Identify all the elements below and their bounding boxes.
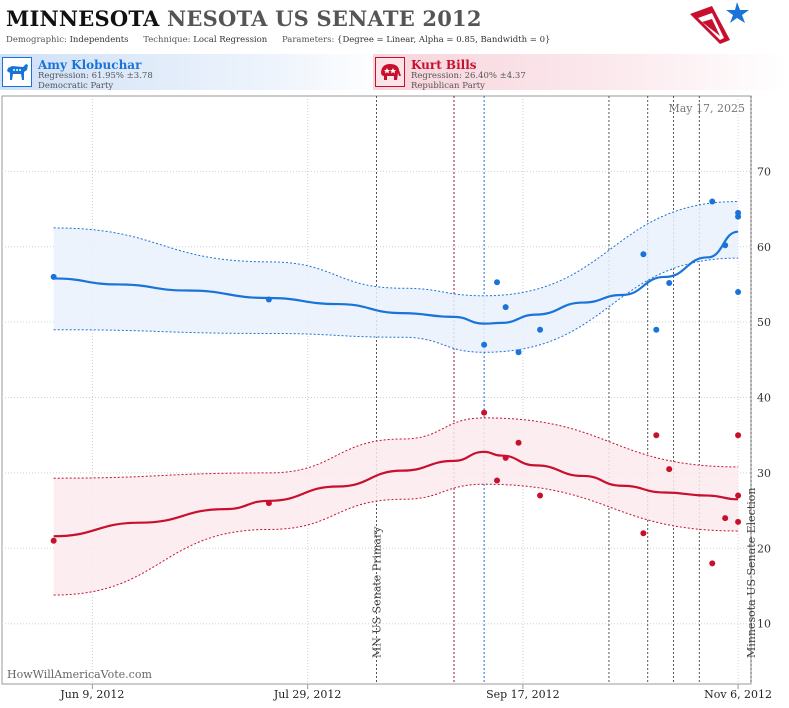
regression-line [53, 450, 739, 538]
poll-point [709, 198, 716, 205]
candidate-card-democrat[interactable]: Amy Klobuchar Regression: 61.95% ±3.78 D… [0, 54, 389, 91]
upper-bound-line [53, 417, 739, 479]
y-tick-label: 50 [757, 316, 771, 329]
candidate-party: Democratic Party [38, 81, 114, 91]
poll-point [640, 251, 647, 258]
header: MINNESOTA NESOTA US SENATE 2012 Demograp… [0, 0, 789, 52]
current-date-label: May 17, 2025 [668, 102, 745, 115]
parameters-value: {Degree = Linear, Alpha = 0.85, Bandwidt… [337, 35, 551, 45]
candidate-bar: Amy Klobuchar Regression: 61.95% ±3.78 D… [0, 52, 789, 92]
poll-point [735, 213, 742, 220]
poll-point [50, 537, 57, 544]
demographic-label: Demographic: [6, 35, 67, 45]
confidence-band [53, 417, 739, 596]
poll-point [735, 518, 742, 525]
x-tick-label: Sep 17, 2012 [486, 688, 560, 701]
candidate-name: Kurt Bills [411, 58, 477, 72]
poll-point [640, 530, 647, 537]
poll-point [481, 409, 488, 416]
poll-point [709, 560, 716, 567]
y-tick-label: 70 [757, 165, 771, 178]
candidate-card-republican[interactable]: Kurt Bills Regression: 26.40% ±4.37 Repu… [373, 54, 789, 91]
poll-point [502, 454, 509, 461]
title-state: MINNESOTA [6, 6, 160, 31]
y-tick-label: 40 [757, 392, 771, 405]
poll-point [515, 349, 522, 356]
watermark: HowWillAmericaVote.com [7, 668, 152, 681]
poll-point [502, 304, 509, 311]
poll-point [722, 242, 729, 249]
event-label: Minnesota US Senate Election [745, 488, 758, 658]
parameters-label: Parameters: [281, 35, 335, 45]
candidate-regression: Regression: 26.40% ±4.37 [411, 71, 526, 81]
poll-point [494, 279, 501, 286]
poll-point [50, 273, 57, 280]
poll-point [494, 477, 501, 484]
poll-point [666, 466, 673, 473]
demographic-value: Independents [69, 35, 129, 45]
poll-point [265, 500, 272, 507]
title-race: NESOTA US SENATE 2012 [167, 6, 482, 31]
poll-point [481, 341, 488, 348]
y-tick-label: 60 [757, 241, 771, 254]
page-title: MINNESOTA NESOTA US SENATE 2012 [6, 6, 482, 31]
y-tick-label: 10 [757, 618, 771, 631]
lower-bound-line [53, 257, 739, 353]
regression-line [53, 230, 739, 325]
y-tick-label: 20 [757, 542, 771, 555]
event-label: MN US Senate Primary [371, 526, 384, 658]
donkey-icon [2, 57, 32, 87]
lower-bound-line [53, 483, 739, 596]
y-tick-label: 30 [757, 467, 771, 480]
candidate-regression: Regression: 61.95% ±3.78 [38, 71, 153, 81]
candidate-name: Amy Klobuchar [38, 58, 142, 72]
x-tick-label: Jun 9, 2012 [59, 688, 124, 701]
poll-point [735, 492, 742, 499]
poll-point [537, 326, 544, 333]
poll-point [537, 492, 544, 499]
poll-point [515, 439, 522, 446]
star-flag-logo-icon[interactable] [690, 0, 750, 52]
x-tick-label: Jul 29, 2012 [273, 688, 342, 701]
parameters-line: Demographic: Independents Technique: Loc… [6, 35, 562, 45]
x-tick-label: Nov 6, 2012 [704, 688, 772, 701]
confidence-band [53, 201, 739, 353]
technique-label: Technique: [143, 35, 191, 45]
poll-point [653, 432, 660, 439]
poll-point [722, 515, 729, 522]
poll-point [653, 326, 660, 333]
poll-chart: 10 20 30 40 50 60 70 Jun 9, 2012 Jul 29, 2012 Sep… [1, 95, 772, 701]
poll-point [735, 432, 742, 439]
chart-area: 10 20 30 40 50 60 70 Jun 9, 2012 Jul 29, 2012 Sep… [0, 92, 789, 704]
candidate-party: Republican Party [411, 81, 485, 91]
elephant-icon [375, 57, 405, 87]
poll-point [735, 289, 742, 295]
poll-point [265, 296, 272, 303]
poll-point [666, 279, 673, 286]
technique-value: Local Regression [193, 35, 268, 45]
